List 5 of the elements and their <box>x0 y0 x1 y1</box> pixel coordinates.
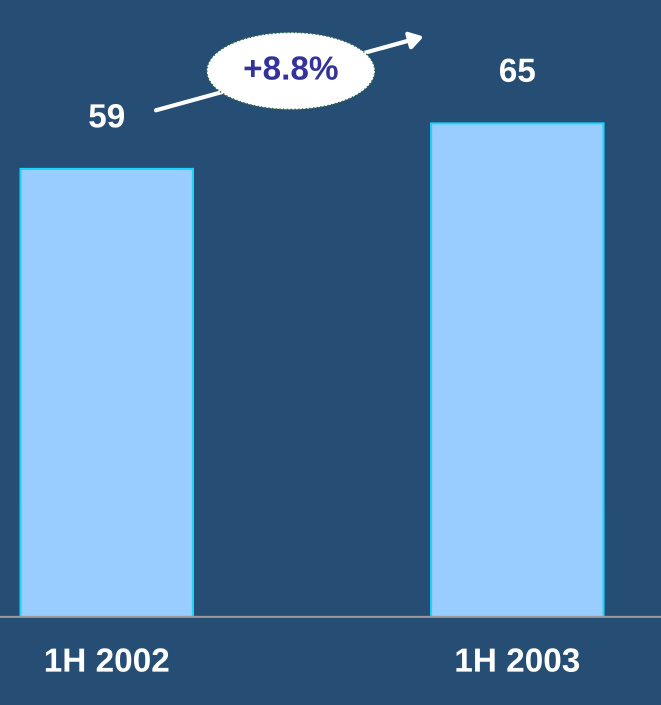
x-tick-label: 1H 2003 <box>456 648 580 672</box>
data-label: 65 <box>500 58 535 82</box>
x-tick-label: 1H 2002 <box>46 648 168 672</box>
data-label: 59 <box>89 104 124 128</box>
text: +8.8% <box>244 56 338 80</box>
